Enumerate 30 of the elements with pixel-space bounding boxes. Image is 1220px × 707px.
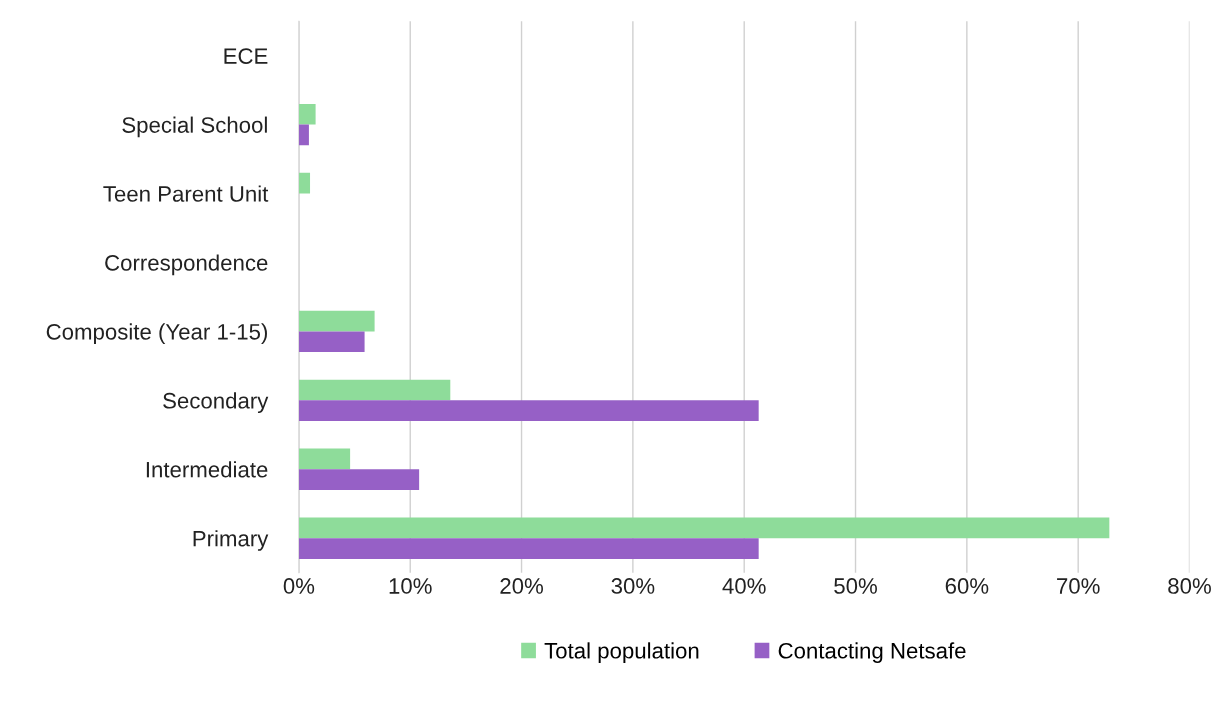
bar [298,400,759,422]
bar [298,103,316,125]
y-tick-label: Secondary [163,392,269,413]
bar [298,124,309,146]
y-tick-label: Correspondence [105,254,268,276]
bar [298,310,375,332]
x-tick-label: 80% [1168,578,1211,594]
x-tick-label: 50% [834,578,877,594]
legend-label: Contacting Netsafe [778,642,966,664]
y-tick-label: Special School [122,116,267,138]
bar [298,331,365,353]
x-tick-label: 30% [611,578,655,594]
y-tick-label: ECE [224,48,268,64]
bar [298,172,311,194]
y-tick-label: Primary [193,530,269,551]
x-tick-label: 60% [945,578,989,594]
x-tick-label: 10% [389,578,432,594]
x-tick-label: 70% [1057,578,1100,594]
x-tick-label: 0% [283,578,315,594]
y-tick-label: Intermediate [146,461,268,478]
bar [298,538,759,559]
bar [298,448,351,470]
bar [298,379,451,401]
y-tick-label: Composite (Year 1-15) [46,323,267,345]
x-tick-label: 40% [722,578,766,594]
legend-label: Total population [544,642,699,664]
x-tick-label: 20% [500,578,543,594]
bar [298,469,420,490]
bar [298,517,1110,539]
y-tick-label: Teen Parent Unit [103,185,269,202]
